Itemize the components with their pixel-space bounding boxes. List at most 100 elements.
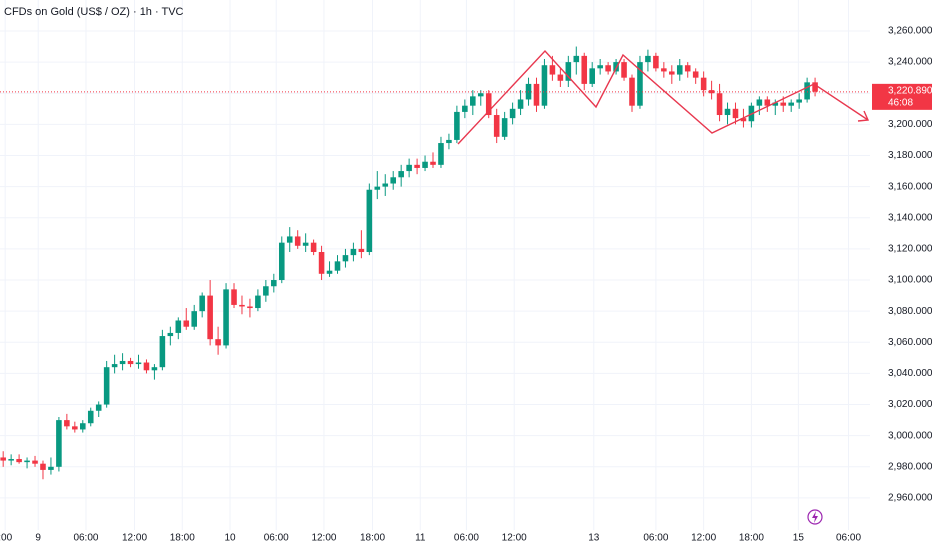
x-tick-label: 13 [588, 533, 600, 544]
candle-body [48, 466, 54, 470]
candle-body [676, 65, 683, 75]
y-tick-label: 3,200.000 [888, 119, 932, 130]
candle-body [302, 242, 309, 246]
x-tick-label: 06:00 [264, 533, 289, 544]
x-tick-label: 06:00 [454, 533, 479, 544]
candle-body [239, 304, 245, 307]
alert-bolt [812, 511, 818, 523]
last-price-box [872, 83, 932, 110]
alert-icon[interactable] [807, 509, 823, 525]
candle-body [119, 360, 126, 365]
candle-body [732, 108, 739, 119]
x-tick-label: 11 [415, 533, 426, 544]
candle-body [621, 62, 627, 78]
candle-body [565, 62, 572, 81]
candle-body [318, 252, 325, 274]
candle-body [223, 289, 229, 346]
candle-body [247, 306, 253, 309]
candle-body [294, 236, 301, 246]
candle-body [462, 105, 468, 112]
candle-body [159, 336, 166, 368]
candle-body [111, 364, 118, 368]
candle-body [605, 65, 611, 72]
candle-body [406, 164, 412, 172]
candle-body [56, 420, 62, 467]
candle-body [716, 93, 723, 116]
candle-body [772, 102, 779, 106]
pattern-drawing [457, 49, 869, 145]
y-tick-label: 3,260.000 [888, 26, 932, 37]
candle-body [231, 289, 237, 305]
candle-body [533, 83, 540, 106]
arrow-head [857, 110, 870, 122]
candle-body [557, 74, 564, 81]
x-tick-label: 9 [35, 533, 41, 544]
candle-body [87, 410, 94, 424]
candle-body [485, 93, 492, 116]
x-tick-label: 06:00 [73, 533, 98, 544]
candle-body [764, 99, 771, 106]
candle-body [382, 183, 389, 187]
candle-body [740, 118, 747, 122]
candle-body [509, 108, 516, 119]
candle-body [342, 255, 349, 262]
candle-body [199, 295, 205, 312]
candle-body [286, 236, 293, 243]
y-tick-label: 3,240.000 [888, 57, 932, 68]
candle-body [589, 68, 595, 84]
x-tick-label: :00 [0, 533, 13, 544]
candle-body [430, 161, 436, 165]
y-tick-label: 3,140.000 [888, 212, 932, 223]
x-tick-label: 06:00 [643, 533, 668, 544]
candle-body [549, 65, 556, 75]
x-tick-label: 06:00 [836, 533, 861, 544]
candle-body [501, 118, 508, 137]
candle-body [167, 332, 174, 337]
candle-body [151, 367, 158, 371]
y-tick-label: 3,060.000 [888, 337, 932, 348]
x-tick-label: 18:00 [739, 533, 764, 544]
candle-body [175, 320, 182, 333]
candle-body [127, 360, 134, 365]
candle-body [358, 248, 365, 253]
candle-body [493, 115, 500, 137]
last-price-label: 3,220.890 [888, 85, 932, 96]
candle-body [278, 242, 285, 281]
candle-body [597, 65, 603, 69]
candle-body [446, 139, 452, 144]
candle-body [422, 161, 428, 168]
y-tick-label: 3,180.000 [888, 150, 932, 161]
candle-body [16, 459, 22, 463]
x-tick-label: 18:00 [170, 533, 195, 544]
candle-body [454, 111, 460, 140]
candle-body [661, 68, 667, 72]
x-tick-label: 12:00 [502, 533, 527, 544]
candle-body [653, 55, 659, 69]
x-tick-label: 10 [224, 533, 236, 544]
candle-body [334, 261, 341, 271]
candle-body [95, 404, 102, 411]
candle-body [143, 362, 150, 371]
y-tick-label: 2,980.000 [888, 461, 932, 472]
y-tick-label: 3,080.000 [888, 306, 932, 317]
candle-body [780, 102, 787, 106]
countdown-label: 46:08 [888, 97, 913, 108]
chart-title: CFDs on Gold (US$ / OZ) · 1h · TVC [4, 6, 184, 18]
candle-body [263, 286, 269, 296]
candle-body [191, 311, 198, 327]
candle-body [79, 423, 86, 430]
candle-body [477, 93, 484, 97]
y-tick-label: 3,160.000 [888, 181, 932, 192]
candle-body [183, 320, 190, 327]
candle-body [812, 82, 818, 92]
candle-body [517, 99, 524, 109]
candle-body [310, 242, 317, 253]
candle-body [438, 143, 444, 165]
candle-body [40, 463, 46, 470]
x-tick-label: 12:00 [691, 533, 716, 544]
candle-body [541, 65, 548, 106]
x-tick-label: 12:00 [122, 533, 147, 544]
candle-body [326, 270, 333, 274]
candle-body [366, 189, 373, 253]
